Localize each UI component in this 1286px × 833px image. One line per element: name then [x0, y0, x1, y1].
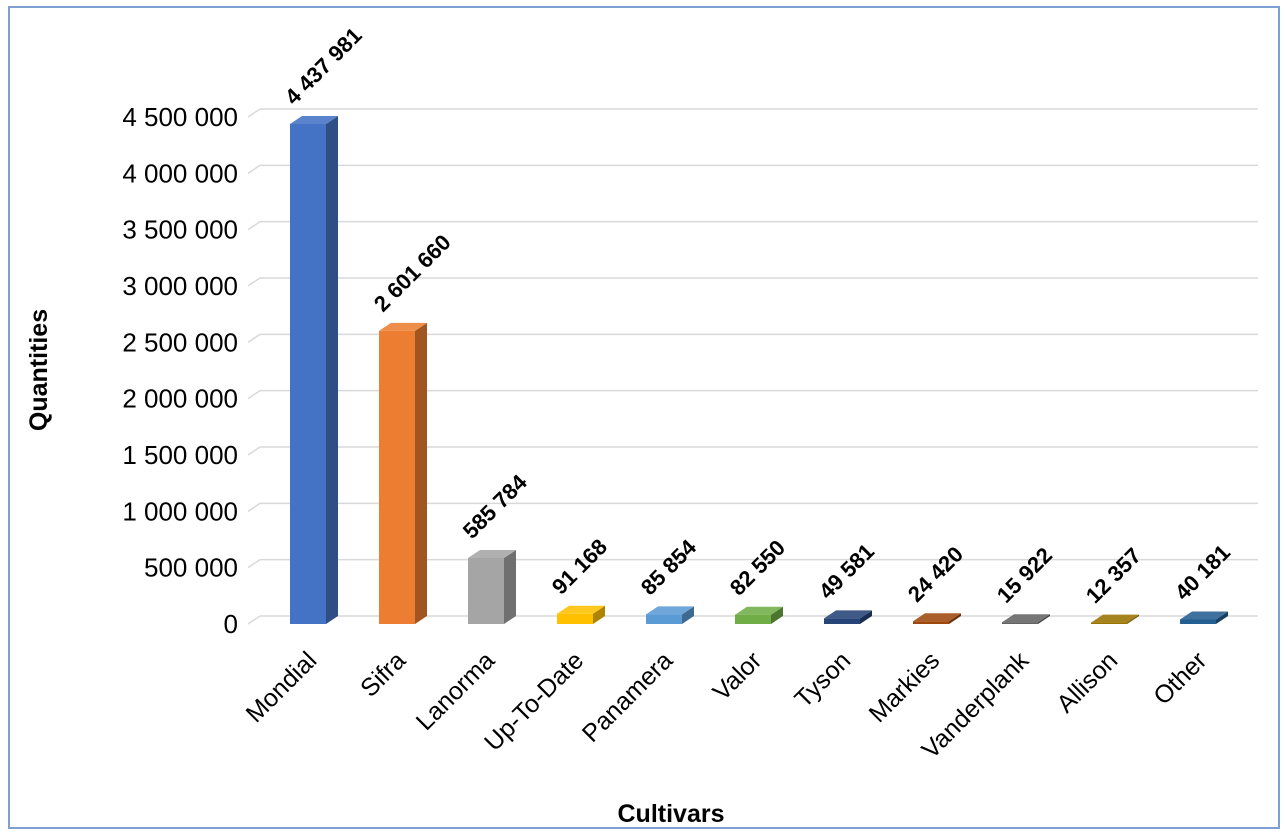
data-label: 49 581 — [814, 539, 879, 604]
gridline-bevel — [247, 164, 261, 174]
bar-front — [1091, 622, 1127, 624]
bar-front — [1180, 619, 1216, 624]
x-tick-label: Tyson — [789, 646, 856, 713]
bar-side — [949, 613, 961, 624]
y-tick-label: 4 000 000 — [122, 158, 238, 188]
bar-top — [913, 613, 961, 622]
bar-front — [735, 614, 771, 624]
bar-front — [646, 614, 682, 624]
bar-front — [290, 123, 326, 624]
x-tick-label: Panamera — [577, 646, 678, 747]
bar-top — [735, 606, 783, 615]
bar-panamera — [646, 606, 694, 624]
bar-vanderplank — [1002, 614, 1050, 624]
y-tick-label: 2 000 000 — [122, 384, 238, 414]
bars — [290, 115, 1228, 624]
data-label: 15 922 — [992, 542, 1057, 607]
y-axis-title: Quantities — [25, 309, 53, 431]
bar-top — [824, 610, 872, 619]
bar-side — [1127, 614, 1139, 624]
bar-tyson — [824, 610, 872, 624]
bar-side — [504, 550, 516, 624]
y-tick-label: 4 500 000 — [122, 102, 238, 132]
data-label: 4 437 981 — [280, 23, 367, 110]
bar-up-to-date — [557, 605, 605, 624]
gridline-bevel — [247, 502, 261, 512]
x-tick-label: Allison — [1051, 646, 1123, 718]
data-label: 24 420 — [903, 542, 968, 607]
y-tick-label: 0 — [224, 609, 238, 639]
bar-top — [379, 322, 427, 331]
data-label: 12 357 — [1081, 543, 1146, 608]
data-label: 585 784 — [458, 469, 532, 543]
x-tick-label: Mondial — [241, 646, 323, 728]
bar-side — [771, 606, 783, 624]
bar-allison — [1091, 614, 1139, 624]
bar-side — [682, 606, 694, 624]
bar-other — [1180, 611, 1228, 624]
gridline-bevel — [247, 333, 261, 343]
y-tick-label: 500 000 — [144, 553, 238, 583]
bar-front — [468, 558, 504, 624]
data-label: 91 168 — [547, 534, 612, 599]
bar-side — [1038, 614, 1050, 624]
bar-top — [468, 550, 516, 559]
gridline-bevel — [247, 108, 261, 118]
bar-side — [860, 610, 872, 624]
bar-top — [1091, 614, 1139, 623]
bar-top — [1180, 611, 1228, 620]
bar-valor — [735, 606, 783, 624]
y-tick-label: 2 500 000 — [122, 327, 238, 357]
bar-top — [1002, 614, 1050, 623]
bar-front — [557, 613, 593, 624]
data-label: 2 601 660 — [369, 230, 456, 317]
bar-side — [593, 605, 605, 624]
x-tick-label: Markies — [864, 646, 946, 728]
y-tick-label: 3 000 000 — [122, 271, 238, 301]
gridline-bevel — [247, 446, 261, 456]
bar-top — [290, 115, 338, 124]
gridline-bevel — [247, 559, 261, 569]
bar-lanorma — [468, 550, 516, 624]
data-label: 82 550 — [725, 535, 790, 600]
y-axis-ticks: 0 500 000 1 000 000 1 500 000 2 000 000 2 500… — [122, 102, 238, 639]
bar-side — [326, 115, 338, 624]
bar-mondial — [290, 115, 338, 624]
chart-frame — [8, 6, 1280, 829]
x-tick-label: Sifra — [355, 646, 411, 702]
x-tick-label: Lanorma — [411, 646, 501, 736]
bar-top — [557, 605, 605, 614]
gridline-bevel — [247, 277, 261, 287]
bar-top — [646, 606, 694, 615]
bar-sifra — [379, 322, 427, 624]
x-tick-label: Other — [1148, 646, 1212, 710]
data-label: 85 854 — [636, 534, 702, 600]
gridline-bevel — [247, 390, 261, 400]
bar-front — [824, 618, 860, 624]
x-axis-title: Cultivars — [618, 800, 725, 828]
gridline-bevel — [247, 615, 261, 625]
gridline-bevel — [247, 221, 261, 231]
y-tick-label: 1 500 000 — [122, 440, 238, 470]
y-tick-label: 3 500 000 — [122, 215, 238, 245]
bar-front — [1002, 622, 1038, 624]
bar-side — [415, 322, 427, 624]
data-label: 40 181 — [1170, 540, 1235, 605]
bar-side — [1216, 611, 1228, 624]
bar-markies — [913, 613, 961, 624]
y-tick-label: 1 000 000 — [122, 496, 238, 526]
bar-front — [913, 621, 949, 624]
x-tick-label: Valor — [707, 646, 767, 706]
bar-front — [379, 330, 415, 624]
